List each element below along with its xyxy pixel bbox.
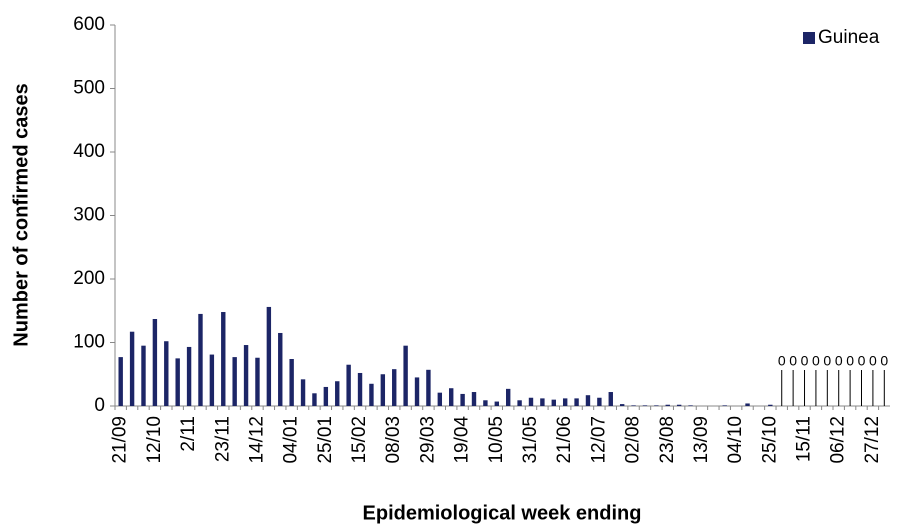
bar: [414, 377, 420, 406]
data-label: 0: [801, 353, 809, 369]
data-label: 0: [880, 353, 888, 369]
bar: [608, 392, 613, 406]
bar: [449, 388, 454, 406]
x-tick-label: 19/04: [452, 416, 473, 464]
bar: [460, 393, 465, 406]
bar: [164, 341, 169, 406]
bar: [357, 372, 363, 406]
bar: [312, 393, 317, 406]
bar: [528, 397, 534, 406]
bar: [437, 392, 443, 406]
x-tick-label: 15/02: [349, 416, 370, 464]
x-tick-label: 04/10: [725, 416, 746, 464]
x-tick-label: 29/03: [417, 416, 438, 464]
bar: [654, 405, 659, 406]
bar: [403, 345, 408, 406]
bar: [380, 374, 386, 406]
x-tick-label: 14/12: [246, 416, 267, 464]
bar: [619, 404, 625, 406]
x-axis-title: Epidemiological week ending: [363, 502, 642, 524]
bar: [745, 403, 750, 406]
bar: [221, 312, 226, 406]
y-tick-label: 300: [73, 205, 105, 226]
data-label: 0: [812, 353, 820, 369]
y-tick-label: 0: [94, 395, 105, 416]
bar: [369, 383, 374, 406]
bar: [551, 399, 556, 406]
data-label: 0: [835, 353, 843, 369]
bar: [129, 331, 135, 406]
x-tick-label: 12/10: [144, 416, 165, 464]
bar: [141, 345, 146, 406]
bar: [665, 404, 670, 406]
bar: [517, 400, 522, 406]
x-tick-label: 15/11: [794, 416, 815, 462]
bar: [597, 397, 602, 406]
y-tick-label: 100: [73, 332, 105, 353]
x-tick-label: 23/11: [212, 416, 233, 462]
data-label: 0: [823, 353, 831, 369]
bar: [198, 313, 203, 406]
bar: [209, 354, 215, 406]
bar: [278, 332, 283, 406]
bar: [505, 388, 511, 406]
bar: [323, 386, 329, 406]
data-label: 0: [869, 353, 877, 369]
bar: [346, 364, 351, 406]
x-tick-label: 06/12: [828, 416, 849, 464]
bar: [631, 405, 636, 406]
bar: [574, 398, 579, 406]
x-tick-label: 21/06: [554, 416, 575, 464]
x-tick-label: 27/12: [862, 416, 883, 464]
legend-label: Guinea: [818, 27, 880, 48]
bar: [152, 319, 158, 406]
x-tick-label: 25/01: [315, 416, 336, 464]
x-tick-label: 2/11: [178, 416, 199, 452]
bar: [232, 357, 237, 406]
bar: [186, 346, 192, 406]
bar: [768, 404, 773, 406]
x-tick-label: 12/07: [588, 416, 609, 464]
bar: [266, 306, 272, 406]
x-tick-label: 31/05: [520, 416, 541, 464]
x-tick-label: 02/08: [623, 416, 644, 464]
bar: [392, 369, 397, 406]
bar: [335, 381, 340, 406]
bar: [483, 400, 488, 406]
x-tick-label: 13/09: [691, 416, 712, 464]
bar: [255, 357, 260, 406]
bar: [118, 357, 123, 406]
x-tick-label: 08/03: [383, 416, 404, 464]
data-label: 0: [846, 353, 854, 369]
bar: [471, 392, 477, 406]
bar: [722, 405, 727, 406]
x-tick-label: 21/09: [110, 416, 131, 464]
x-tick-label: 25/10: [759, 416, 780, 464]
y-tick-label: 200: [73, 268, 105, 289]
bar: [540, 398, 545, 406]
y-tick-label: 500: [73, 78, 105, 99]
x-tick-label: 23/08: [657, 416, 678, 464]
bar: [243, 345, 249, 406]
data-label: 0: [778, 353, 786, 369]
x-tick-label: 04/01: [281, 416, 302, 464]
y-tick-label: 400: [73, 141, 105, 162]
x-tick-label: 10/05: [486, 416, 507, 464]
bar: [289, 359, 294, 406]
y-axis-title: Number of confirmed cases: [10, 83, 32, 346]
bar: [585, 395, 591, 406]
bar: [426, 369, 431, 406]
bar: [642, 405, 648, 406]
bar: [562, 398, 568, 406]
bar: [494, 401, 500, 406]
bar: [175, 358, 180, 406]
bar: [300, 379, 306, 406]
data-label: 0: [858, 353, 866, 369]
bar: [676, 404, 682, 406]
data-label: 0: [789, 353, 797, 369]
legend-swatch: [803, 32, 815, 44]
bar: [688, 405, 693, 406]
y-tick-label: 600: [73, 14, 105, 35]
